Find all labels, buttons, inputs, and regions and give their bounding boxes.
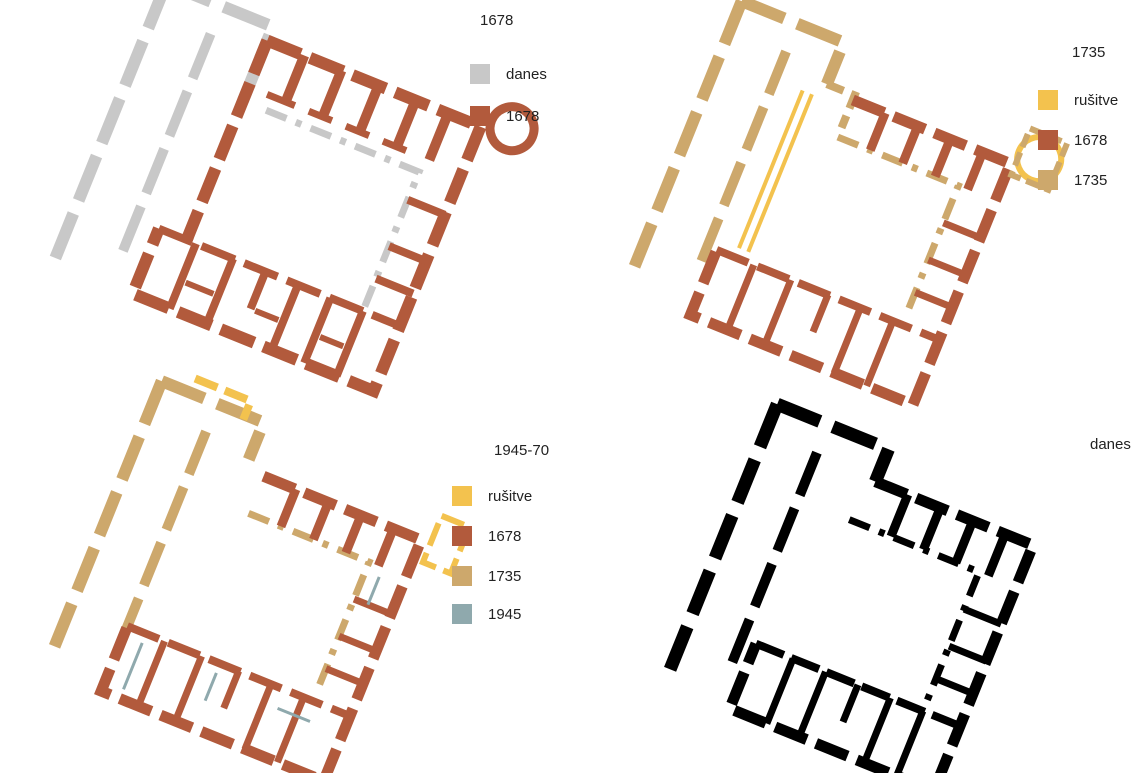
plan-rusitve-walls xyxy=(193,374,474,578)
plan-danes-partitions xyxy=(763,493,1010,773)
plan-1678-walls xyxy=(683,94,1018,412)
plan-rusitve-walls xyxy=(737,89,814,253)
plan-danes-walls xyxy=(48,0,281,264)
legend-swatch xyxy=(452,486,472,506)
floor-plan-1735 xyxy=(623,0,1072,412)
legend-swatch xyxy=(452,526,472,546)
plan-1678-partitions xyxy=(724,111,987,388)
legend-label: 1678 xyxy=(488,527,522,545)
legend-swatch xyxy=(1038,170,1058,190)
plan-1678-tower xyxy=(485,102,539,156)
plan-1678-partitions xyxy=(135,487,398,764)
legend-swatch xyxy=(470,64,490,84)
plan-danes-inner xyxy=(264,106,424,313)
legend-item-1945: 1945 xyxy=(452,604,521,624)
legend-title: 1945-70 xyxy=(494,442,550,459)
legend-item-1735: 1735 xyxy=(1038,170,1107,190)
legend-label: 1735 xyxy=(488,567,522,585)
legend-item-1678: 1678 xyxy=(470,106,539,126)
plan-1735-inner xyxy=(247,510,374,694)
plan-1678-walls xyxy=(94,471,429,773)
legend-item-1678: 1678 xyxy=(1038,130,1107,150)
plan-1945-walls xyxy=(122,576,381,723)
legend-label: 1678 xyxy=(1074,131,1108,149)
legend-title: 1735 xyxy=(1072,44,1106,61)
legend-swatch xyxy=(470,106,490,126)
legend-item-rusitve: rušitve xyxy=(1038,90,1118,110)
legend-item-1678: 1678 xyxy=(452,526,521,546)
legend-swatch xyxy=(452,566,472,586)
legend-title: danes xyxy=(1090,436,1131,453)
floor-plan-1945-70 xyxy=(43,374,474,773)
plan-1678-partitions xyxy=(166,53,453,378)
floor-plan-danes xyxy=(662,398,1041,773)
floor-plan-1678 xyxy=(48,0,539,399)
legend-item-rusitve: rušitve xyxy=(452,486,532,506)
legend-label: 1945 xyxy=(488,605,522,623)
legend-title: 1678 xyxy=(480,12,514,29)
legend-label: 1678 xyxy=(506,107,540,125)
legend-swatch xyxy=(452,604,472,624)
legend-label: rušitve xyxy=(488,487,533,505)
plan-1735-inner xyxy=(836,133,963,317)
legend-item-1735: 1735 xyxy=(452,566,521,586)
legend-label: danes xyxy=(506,65,547,83)
legend-swatch xyxy=(1038,130,1058,150)
legend-swatch xyxy=(1038,90,1058,110)
legend-label: rušitve xyxy=(1074,91,1119,109)
plan-1735-walls xyxy=(43,375,272,662)
legend-label: 1735 xyxy=(1074,171,1108,189)
legend-item-danes: danes xyxy=(470,64,547,84)
plan-danes-walls xyxy=(662,398,1041,773)
